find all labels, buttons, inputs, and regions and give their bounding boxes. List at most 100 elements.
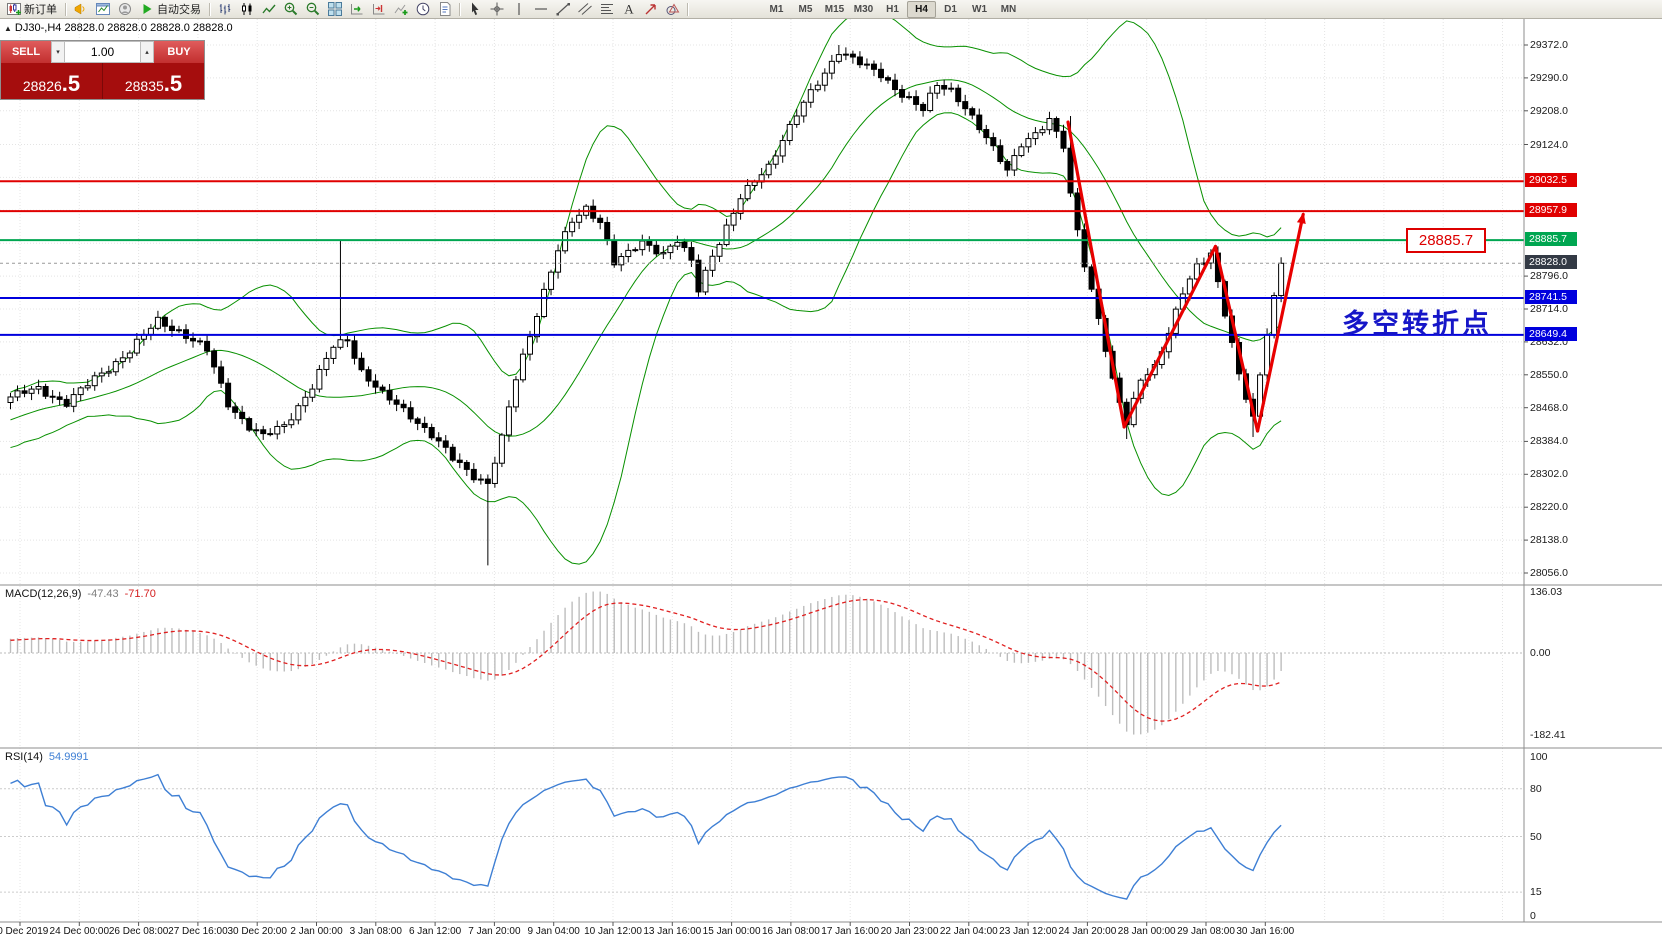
timeframe-d1[interactable]: D1: [944, 3, 957, 15]
new-order-icon: [6, 1, 22, 17]
timeframe-h4[interactable]: H4: [907, 0, 936, 18]
order-row-prices: 28826.5 28835.5: [1, 63, 204, 99]
volume-input[interactable]: [65, 41, 140, 63]
buy-price-main: 28835: [124, 78, 164, 94]
toolbar-separator: [209, 2, 211, 16]
toolbar-separator: [65, 2, 67, 16]
autotrade-button-label: 自动交易: [157, 4, 201, 16]
autotrade-button[interactable]: 自动交易: [136, 0, 206, 19]
tile-windows-button[interactable]: [324, 0, 346, 19]
timeframe-group: M1 M5 M15 M30 H1 H4 D1 W1 MN: [762, 0, 1023, 18]
macd-label: MACD(12,26,9) -47.43 -71.70: [5, 588, 156, 600]
horn-button[interactable]: [70, 0, 92, 19]
sell-price-pips: .5: [61, 71, 81, 96]
cursor-button[interactable]: [464, 0, 486, 19]
symbol-period-ohlc: DJ30-,H4 28828.0 28828.0 28828.0 28828.0: [14, 22, 233, 34]
rsi-value: 54.9991: [48, 751, 89, 763]
new-order-button-label: 新订单: [24, 4, 57, 16]
templates-button[interactable]: [434, 0, 456, 19]
buy-price-pips: .5: [163, 71, 183, 96]
macd-name: MACD(12,26,9): [5, 588, 82, 600]
chart-ohlc-header: ▲ DJ30-,H4 28828.0 28828.0 28828.0 28828.…: [4, 22, 233, 34]
trendline-button[interactable]: [552, 0, 574, 19]
key-level-price-tag[interactable]: 28885.7: [1406, 228, 1486, 253]
chart-shift-button[interactable]: [368, 0, 390, 19]
vline-button[interactable]: [508, 0, 530, 19]
zoom-in-button[interactable]: [280, 0, 302, 19]
arrow-label-button[interactable]: [640, 0, 662, 19]
candlestick-icon: [239, 1, 255, 17]
zoom-in-icon: [283, 1, 299, 17]
cursor-icon: [467, 1, 483, 17]
turning-point-text[interactable]: 多空转折点: [1342, 309, 1492, 339]
toolbar-separator: [459, 2, 461, 16]
new-chart-button[interactable]: [92, 0, 114, 19]
ohlc-bars-icon: [217, 1, 233, 17]
periods-button[interactable]: [412, 0, 434, 19]
crosshair-button[interactable]: [486, 0, 508, 19]
line-chart-icon: [261, 1, 277, 17]
autotrade-icon: [139, 1, 155, 17]
sell-price-main: 28826: [22, 78, 62, 94]
buy-price[interactable]: 28835.5: [103, 63, 204, 99]
crosshair-icon: [489, 1, 505, 17]
timeframe-m5[interactable]: M5: [798, 3, 813, 15]
chart-shift-icon: [371, 1, 387, 17]
timeframe-h1[interactable]: H1: [886, 3, 899, 15]
templates-icon: [437, 1, 453, 17]
macd-main-value: -47.43: [87, 588, 119, 600]
sell-button[interactable]: SELL: [1, 41, 51, 63]
text-icon: A: [621, 1, 637, 17]
symbol-marker-icon: ▲: [4, 24, 12, 33]
one-click-trading-widget: SELL ▾ ▴ BUY 28826.5 28835.5: [0, 40, 205, 100]
ohlc-bars-button[interactable]: [214, 0, 236, 19]
shapes-icon: [665, 1, 681, 17]
order-row-top: SELL ▾ ▴ BUY: [1, 41, 204, 63]
price-scale[interactable]: [1524, 19, 1662, 922]
sell-price[interactable]: 28826.5: [1, 63, 102, 99]
tile-windows-icon: [327, 1, 343, 17]
zoom-out-button[interactable]: [302, 0, 324, 19]
arrow-label-icon: [643, 1, 659, 17]
rsi-name: RSI(14): [5, 751, 43, 763]
new-chart-icon: [95, 1, 111, 17]
timeframe-w1[interactable]: W1: [972, 3, 987, 15]
channel-button[interactable]: [574, 0, 596, 19]
buy-button[interactable]: BUY: [154, 41, 204, 63]
hline-icon: [533, 1, 549, 17]
rsi-label: RSI(14) 54.9991: [5, 751, 89, 763]
line-chart-button[interactable]: [258, 0, 280, 19]
auto-scroll-icon: [349, 1, 365, 17]
indicators-button[interactable]: [390, 0, 412, 19]
price-divider: [102, 63, 103, 99]
timeframe-mn[interactable]: MN: [1000, 3, 1017, 15]
fibonacci-button[interactable]: [596, 0, 618, 19]
new-order-button[interactable]: 新订单: [3, 0, 62, 19]
shapes-button[interactable]: [662, 0, 684, 19]
macd-signal-value: -71.70: [124, 588, 156, 600]
vline-icon: [511, 1, 527, 17]
timeframe-m15[interactable]: M15: [824, 3, 845, 15]
trendline-icon: [555, 1, 571, 17]
timeframe-m30[interactable]: M30: [853, 3, 874, 15]
auto-scroll-button[interactable]: [346, 0, 368, 19]
channel-icon: [577, 1, 593, 17]
toolbar-separator: [687, 2, 689, 16]
fibonacci-icon: [599, 1, 615, 17]
volume-decrease-button[interactable]: ▾: [51, 41, 65, 63]
horn-icon: [73, 1, 89, 17]
profile-icon: [117, 1, 133, 17]
text-button[interactable]: A: [618, 0, 640, 19]
volume-increase-button[interactable]: ▴: [140, 41, 154, 63]
profile-button[interactable]: [114, 0, 136, 19]
toolbar: 新订单 自动交易 A M1 M5 M15 M30 H1 H4 D1 W1 MN: [0, 0, 1662, 19]
zoom-out-icon: [305, 1, 321, 17]
candlestick-button[interactable]: [236, 0, 258, 19]
indicators-icon: [393, 1, 409, 17]
time-scale[interactable]: [0, 922, 1524, 945]
timeframe-m1[interactable]: M1: [769, 3, 784, 15]
hline-button[interactable]: [530, 0, 552, 19]
periods-icon: [415, 1, 431, 17]
